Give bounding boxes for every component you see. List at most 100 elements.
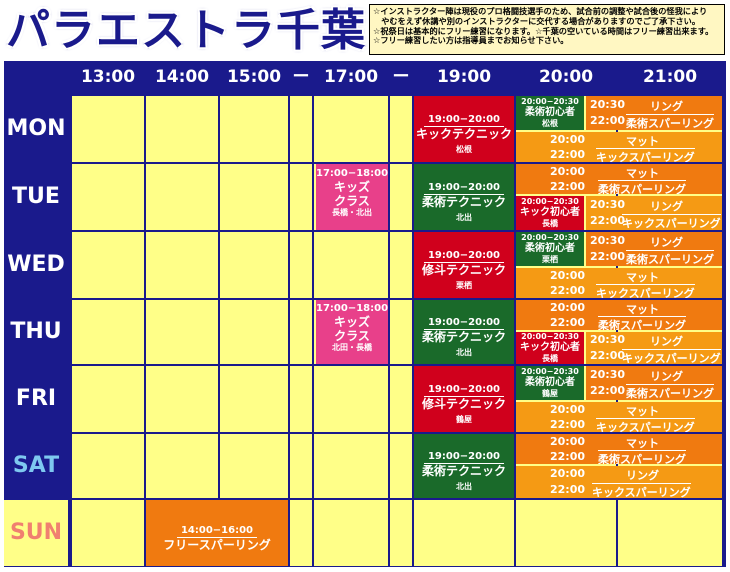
empty-slot: [290, 500, 312, 566]
class-fri-ring: 20:30 22:00 リング 柔術スパーリング: [586, 366, 722, 400]
empty-slot: [290, 96, 312, 162]
class-area: リング: [650, 100, 683, 113]
empty-slot: [220, 434, 288, 498]
class-instructor: 栗栖: [456, 281, 472, 290]
class-time: 19:00−20:00: [423, 317, 505, 330]
class-name: フリースパーリング: [163, 538, 271, 552]
empty-slot: [290, 232, 312, 298]
class-area: マット: [626, 303, 659, 316]
class-thu-kids: 17:00−18:00 キッズ クラス 北田・長橋: [316, 300, 388, 364]
class-start: 20:00: [550, 467, 586, 480]
empty-slot: [390, 434, 412, 498]
empty-slot: [72, 434, 144, 498]
empty-slot: [146, 300, 218, 364]
class-start: 20:00: [550, 269, 586, 282]
class-end: 22:00: [590, 384, 626, 397]
class-start: 20:30: [590, 98, 626, 111]
class-mon-mat: 20:00 22:00 マット キックスパーリング: [516, 132, 722, 162]
empty-slot: [72, 366, 144, 432]
class-name: 柔術スパーリング: [626, 384, 714, 400]
class-mon-jiu-beginner: 20:00−20:30 柔術初心者 松根: [516, 96, 584, 130]
class-end: 22:00: [550, 316, 586, 329]
class-time: 20:00−20:30: [521, 332, 579, 341]
day-wed: WED: [4, 232, 68, 298]
class-area: リング: [626, 469, 659, 482]
class-time: 19:00−20:00: [423, 114, 505, 127]
class-instructor: 長橋・北出: [332, 208, 372, 217]
class-instructor: 鶴屋: [456, 415, 472, 424]
class-instructor: 長橋: [542, 219, 558, 228]
empty-slot: [390, 96, 412, 162]
page-title: パラエストラ千葉: [6, 5, 366, 56]
class-area: リング: [650, 200, 683, 213]
class-start: 20:30: [590, 333, 626, 346]
empty-slot: [390, 164, 412, 230]
class-wed-shooto-technique: 19:00−20:00 修斗テクニック 栗栖: [414, 232, 514, 298]
class-time: 17:00−18:00: [316, 168, 388, 179]
class-name: 柔術初心者: [525, 377, 575, 388]
class-time: 17:00−18:00: [316, 303, 388, 314]
class-fri-mat: 20:00 22:00 マット キックスパーリング: [516, 402, 722, 432]
class-area: マット: [626, 271, 659, 284]
class-end: 22:00: [550, 284, 586, 297]
class-wed-jiu-beginner: 20:00−20:30 柔術初心者 栗栖: [516, 232, 584, 266]
class-area: リング: [650, 335, 683, 348]
class-fri-shooto-technique: 19:00−20:00 修斗テクニック 鶴屋: [414, 366, 514, 432]
class-time: 20:00−20:30: [521, 233, 579, 242]
class-mon-kick-technique: 19:00−20:00 キックテクニック 松根: [414, 96, 514, 162]
class-end: 22:00: [550, 418, 586, 431]
class-name: キッズ: [333, 315, 370, 329]
empty-slot: [314, 500, 388, 566]
class-time: 19:00−20:00: [423, 182, 505, 195]
empty-slot: [146, 164, 218, 230]
class-name: 柔術初心者: [525, 243, 575, 254]
class-name: キック初心者: [520, 207, 580, 218]
class-name: 柔術スパーリング: [626, 114, 714, 130]
class-start: 20:30: [590, 234, 626, 247]
class-area: マット: [626, 437, 659, 450]
class-instructor: 北出: [456, 482, 472, 491]
class-instructor: 松根: [542, 119, 558, 128]
class-name: 柔術テクニック: [421, 195, 506, 209]
empty-slot: [390, 232, 412, 298]
class-name: 修斗テクニック: [421, 263, 506, 277]
class-name: キックスパーリング: [622, 349, 721, 364]
class-instructor: 北田・長橋: [332, 343, 372, 352]
class-sun-free-sparring: 14:00−16:00 フリースパーリング: [146, 500, 288, 566]
class-name: キックスパーリング: [592, 483, 691, 498]
class-end: 22:00: [550, 180, 586, 193]
empty-slot: [516, 500, 616, 566]
empty-slot: [314, 366, 388, 432]
empty-slot: [220, 96, 288, 162]
class-instructor: 北出: [456, 348, 472, 357]
class-area: リング: [650, 370, 683, 383]
class-instructor: 鶴屋: [542, 389, 558, 398]
empty-slot: [290, 366, 312, 432]
empty-slot: [314, 232, 388, 298]
class-sat-ring: 20:00 22:00 リング キックスパーリング: [516, 466, 722, 498]
notice-line: ☆祝祭日は基本的にフリー練習になります。☆千葉の空いている時間はフリー練習出来ま…: [373, 25, 714, 36]
header-dash: ー: [392, 67, 410, 87]
header-2000: 20:00: [538, 67, 594, 87]
class-name: 柔術初心者: [525, 107, 575, 118]
day-fri: FRI: [4, 366, 68, 432]
empty-slot: [220, 366, 288, 432]
class-name: キックスパーリング: [622, 214, 721, 230]
day-thu: THU: [4, 300, 68, 364]
header-1500: 15:00: [226, 67, 282, 87]
class-thu-mat: 20:00 22:00 マット 柔術スパーリング: [516, 300, 722, 330]
empty-slot: [314, 434, 388, 498]
class-name: キックスパーリング: [596, 418, 695, 432]
empty-slot: [72, 96, 144, 162]
class-thu-jiu-technique: 19:00−20:00 柔術テクニック 北出: [414, 300, 514, 364]
day-sun: SUN: [4, 500, 68, 566]
class-mon-ring: 20:30 22:00 リング 柔術スパーリング: [586, 96, 722, 130]
class-end: 22:00: [590, 250, 626, 263]
class-fri-jiu-beginner: 20:00−20:30 柔術初心者 鶴屋: [516, 366, 584, 400]
class-start: 20:30: [590, 198, 626, 211]
class-time: 20:00−20:30: [521, 367, 579, 376]
empty-slot: [220, 300, 288, 364]
class-instructor: 栗栖: [542, 255, 558, 264]
notice-line: ☆インストラクター陣は現役のプロ格闘技選手のため、試合前の調整や試合後の怪我によ…: [373, 6, 708, 16]
empty-slot: [390, 366, 412, 432]
